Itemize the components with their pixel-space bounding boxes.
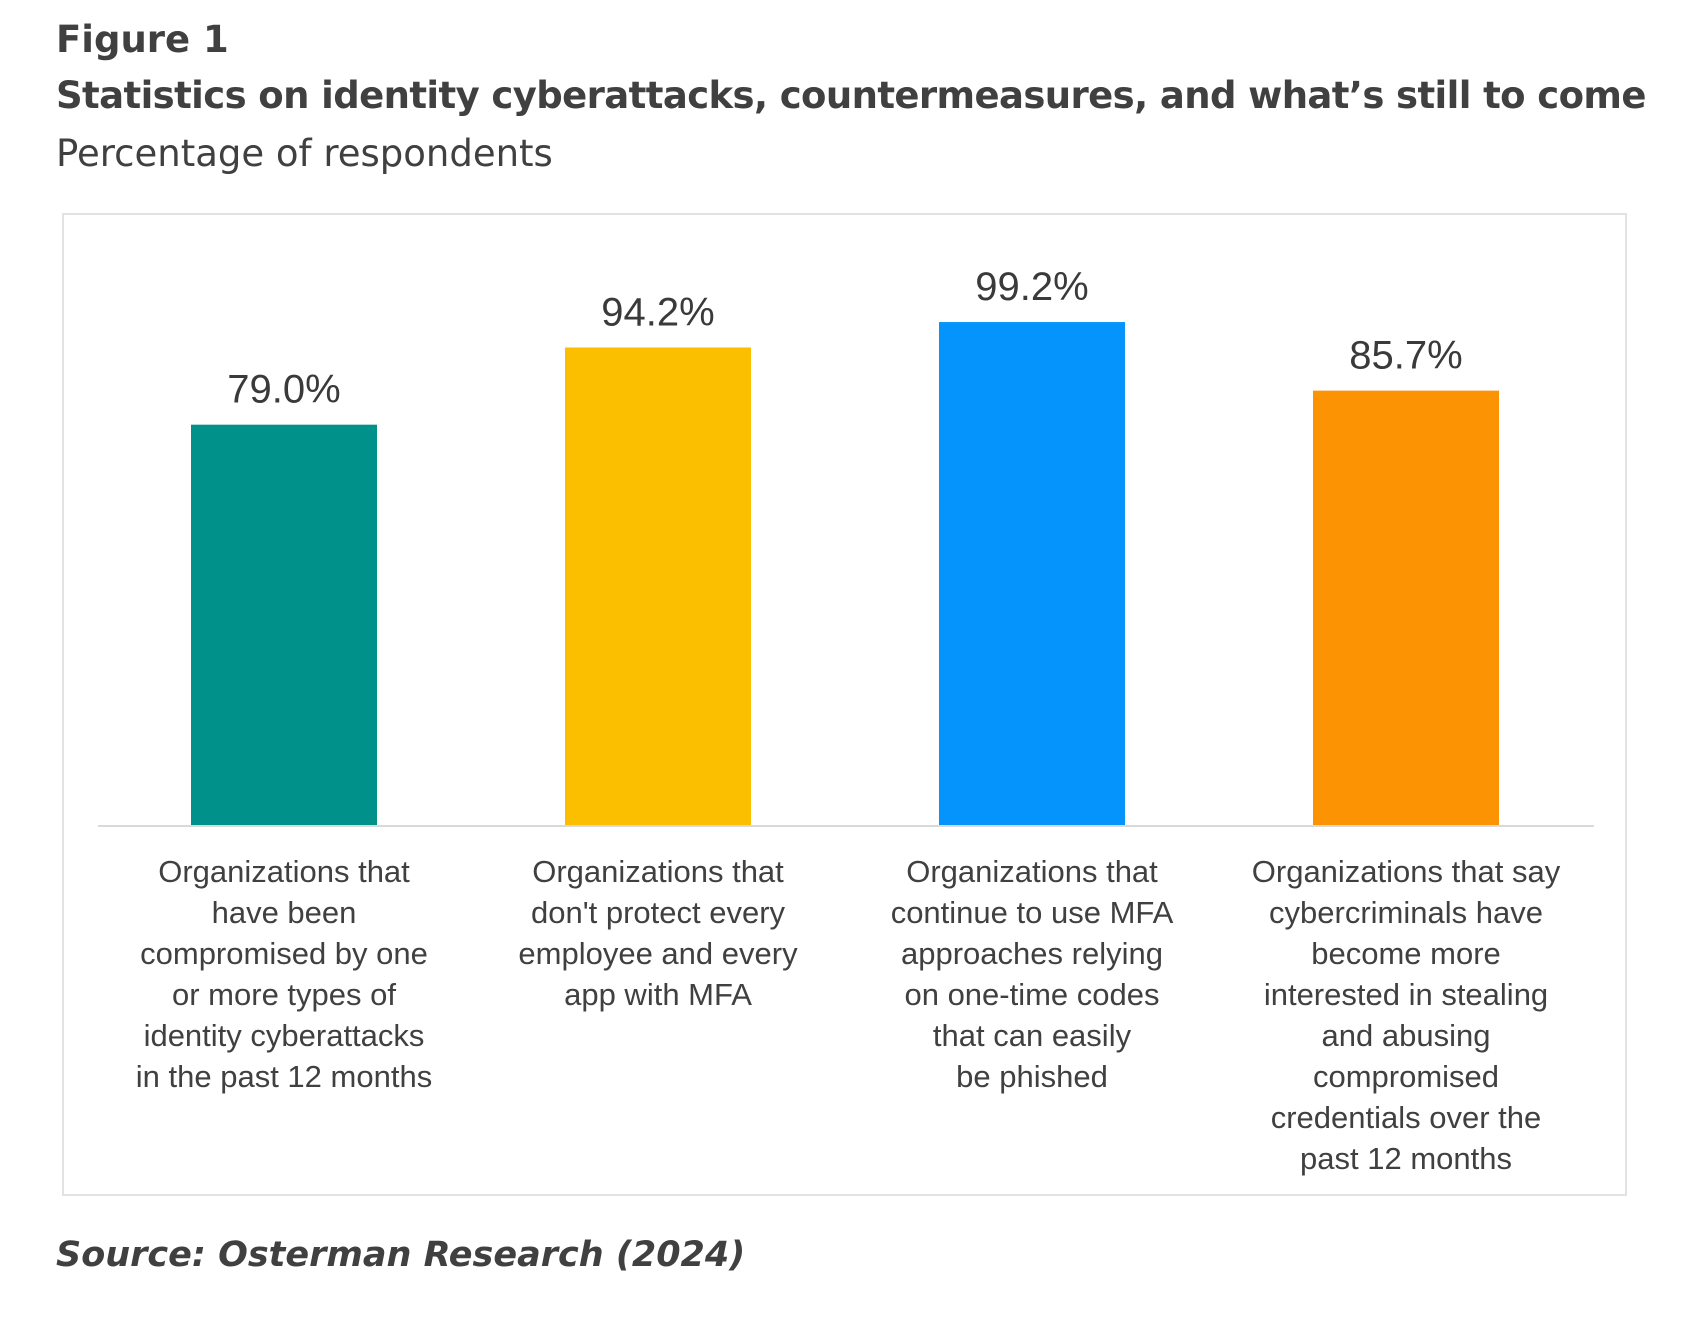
bar-2: [565, 347, 751, 826]
bar-chart: 79.0% Organizations that have been compromi…: [98, 265, 1594, 1176]
category-label-2: Organizations that don't protect every emp…: [518, 854, 798, 1012]
figure-label: Figure 1: [56, 18, 229, 61]
bar-value-label-1: 79.0%: [227, 368, 340, 412]
category-label-3: Organizations that continue to use MFA app…: [891, 854, 1174, 1094]
category-label-1: Organizations that have been compromised b…: [136, 854, 432, 1094]
category-label-4: Organizations that say cybercriminals hav…: [1252, 854, 1561, 1176]
chart-subtitle: Percentage of respondents: [56, 132, 553, 175]
bar-value-label-2: 94.2%: [601, 290, 714, 334]
bar-1: [191, 424, 377, 826]
source-note: Source: Osterman Research (2024): [56, 1235, 746, 1275]
bar-value-label-4: 85.7%: [1349, 334, 1462, 378]
bar-value-label-3: 99.2%: [975, 265, 1088, 309]
bar-4: [1313, 390, 1499, 826]
chart-title: Statistics on identity cyberattacks, cou…: [56, 74, 1646, 117]
chart-frame: 79.0% Organizations that have been compromi…: [62, 213, 1627, 1196]
bar-3: [939, 322, 1125, 826]
